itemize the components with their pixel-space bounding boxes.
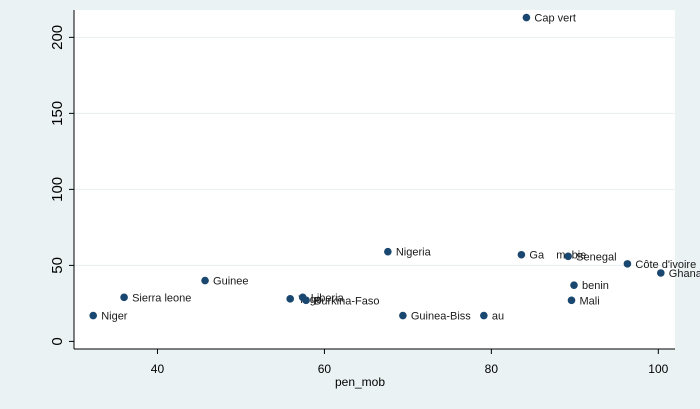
data-point [399, 311, 407, 320]
x-axis-title: pen_mob [335, 375, 385, 389]
data-point [201, 276, 209, 285]
data-point-label: Liberia [311, 292, 345, 304]
data-point-label: Mali [579, 295, 599, 307]
y-ticks: 0 50 100 150 200 [49, 25, 74, 346]
x-tick-label: 60 [318, 362, 332, 376]
data-point [120, 293, 128, 302]
data-point-label: Guinea-Biss [411, 311, 471, 323]
data-point-label: Nigeria [396, 247, 432, 259]
x-tick-label: 100 [648, 362, 668, 376]
data-point [567, 296, 576, 305]
data-point [384, 247, 392, 256]
data-point [302, 296, 310, 305]
data-point-label: Ghana [669, 268, 700, 280]
data-point [286, 295, 294, 303]
data-point [623, 260, 632, 268]
plot-area [74, 10, 675, 349]
data-point-label: benin [582, 280, 609, 292]
data-point-label: Niger [101, 311, 128, 323]
y-tick-label: 50 [49, 257, 66, 274]
y-tick-label: 100 [49, 177, 66, 202]
y-tick-label: 150 [49, 101, 66, 126]
data-point-label: Ga m bie [529, 250, 586, 262]
data-point [570, 281, 578, 289]
data-point-label: Burkina-Faso [314, 295, 379, 307]
data-point-label: au [492, 311, 504, 323]
data-point-label: Senegal [576, 251, 616, 263]
y-tick-label: 200 [49, 25, 66, 50]
data-point [480, 311, 488, 320]
data-point-label: Côte d'ivoire [635, 259, 696, 271]
x-tick-label: 80 [485, 362, 499, 376]
data-point-label: Guinee [213, 276, 248, 288]
data-point [89, 311, 97, 320]
data-point [564, 252, 572, 261]
data-point-label: Cap vert [534, 13, 576, 25]
grid-lines [74, 36, 675, 266]
y-tick-label: 0 [49, 337, 66, 345]
x-tick-label: 40 [151, 362, 165, 376]
data-point-label: Sierra leone [132, 292, 191, 304]
data-point [522, 13, 531, 22]
data-point [657, 269, 665, 277]
axes [73, 10, 675, 350]
data-point [517, 250, 526, 259]
x-ticks: 40 60 80 100 [151, 349, 669, 376]
